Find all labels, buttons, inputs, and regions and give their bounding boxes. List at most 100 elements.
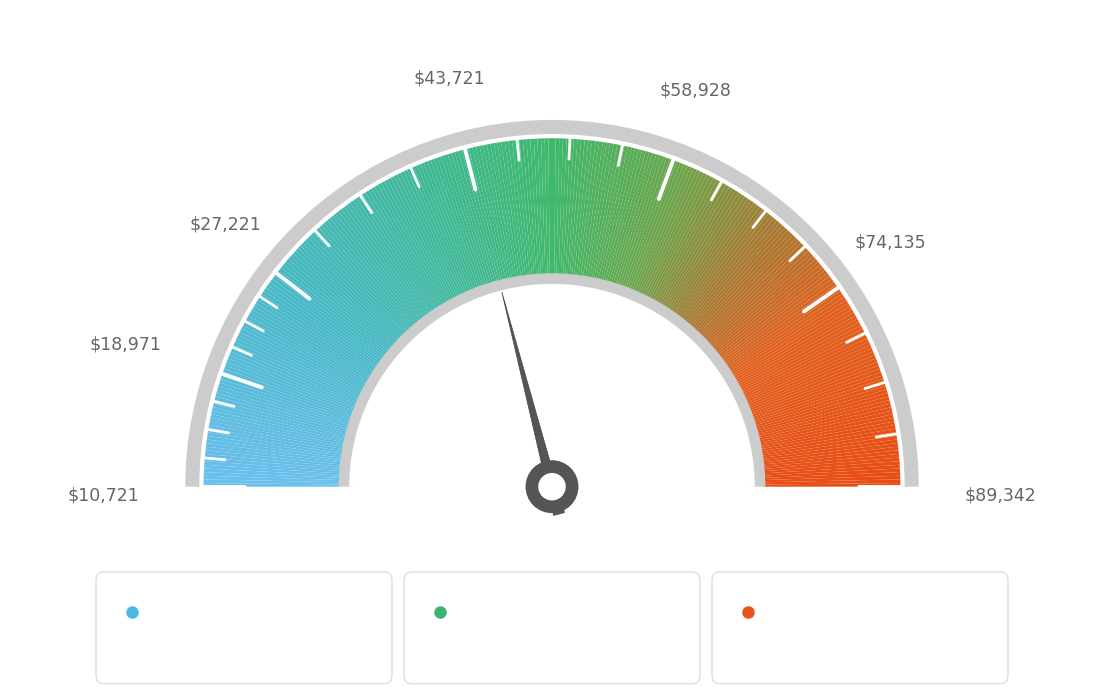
- Wedge shape: [202, 442, 342, 462]
- Wedge shape: [689, 217, 783, 326]
- Wedge shape: [227, 346, 358, 404]
- Wedge shape: [733, 304, 856, 379]
- Wedge shape: [675, 199, 760, 315]
- Wedge shape: [219, 367, 353, 417]
- Wedge shape: [408, 163, 468, 293]
- Wedge shape: [339, 273, 765, 486]
- Wedge shape: [267, 277, 382, 362]
- Wedge shape: [237, 324, 364, 391]
- Wedge shape: [572, 135, 588, 276]
- Wedge shape: [652, 176, 722, 302]
- Wedge shape: [211, 392, 348, 432]
- Wedge shape: [460, 145, 499, 282]
- Wedge shape: [538, 134, 545, 275]
- Wedge shape: [660, 183, 734, 306]
- Wedge shape: [505, 137, 526, 277]
- Wedge shape: [516, 135, 532, 276]
- Wedge shape: [379, 177, 450, 302]
- Wedge shape: [696, 227, 794, 333]
- Wedge shape: [234, 330, 362, 395]
- Wedge shape: [722, 277, 837, 362]
- Wedge shape: [293, 245, 397, 344]
- Wedge shape: [305, 232, 405, 335]
- Wedge shape: [680, 206, 768, 319]
- Wedge shape: [399, 168, 461, 296]
- Wedge shape: [594, 141, 625, 279]
- Wedge shape: [200, 469, 341, 477]
- Wedge shape: [760, 417, 899, 447]
- Wedge shape: [405, 164, 466, 295]
- Wedge shape: [508, 137, 528, 277]
- Wedge shape: [200, 480, 340, 484]
- Wedge shape: [561, 135, 571, 275]
- Wedge shape: [762, 442, 902, 462]
- Wedge shape: [392, 171, 458, 298]
- Wedge shape: [367, 185, 443, 307]
- Wedge shape: [211, 395, 348, 434]
- Wedge shape: [246, 307, 370, 381]
- Wedge shape: [269, 273, 383, 360]
- Wedge shape: [622, 154, 671, 288]
- Wedge shape: [699, 232, 799, 335]
- Wedge shape: [203, 435, 342, 458]
- Wedge shape: [574, 136, 593, 277]
- Wedge shape: [439, 151, 487, 286]
- Wedge shape: [426, 156, 478, 289]
- Wedge shape: [719, 270, 832, 359]
- Bar: [164, 486, 940, 690]
- Wedge shape: [330, 210, 421, 322]
- Text: Avg Cost: Avg Cost: [458, 602, 540, 621]
- Wedge shape: [758, 413, 898, 445]
- Wedge shape: [222, 360, 354, 413]
- Wedge shape: [598, 143, 633, 281]
- Wedge shape: [527, 135, 539, 275]
- Wedge shape: [756, 392, 893, 432]
- Wedge shape: [200, 475, 340, 482]
- Wedge shape: [760, 421, 899, 449]
- Wedge shape: [274, 268, 386, 357]
- Wedge shape: [342, 201, 427, 317]
- Wedge shape: [725, 286, 843, 368]
- Wedge shape: [721, 273, 835, 360]
- Wedge shape: [465, 144, 501, 282]
- Wedge shape: [672, 197, 756, 314]
- Wedge shape: [276, 265, 388, 355]
- Wedge shape: [666, 189, 744, 309]
- Wedge shape: [450, 148, 493, 284]
- Wedge shape: [479, 141, 510, 279]
- Wedge shape: [208, 410, 346, 443]
- Wedge shape: [493, 139, 519, 278]
- Wedge shape: [735, 310, 859, 383]
- Wedge shape: [563, 135, 574, 275]
- Wedge shape: [200, 461, 341, 473]
- Wedge shape: [261, 286, 379, 368]
- Wedge shape: [220, 364, 353, 415]
- Wedge shape: [351, 195, 433, 313]
- Text: $27,221: $27,221: [190, 216, 262, 234]
- Wedge shape: [436, 152, 485, 287]
- Text: $58,928: $58,928: [660, 82, 732, 100]
- Wedge shape: [758, 406, 896, 440]
- Wedge shape: [611, 148, 654, 284]
- Wedge shape: [747, 353, 880, 408]
- Wedge shape: [370, 183, 444, 306]
- Wedge shape: [702, 237, 804, 339]
- Wedge shape: [287, 250, 395, 347]
- Wedge shape: [613, 149, 658, 285]
- Wedge shape: [554, 134, 560, 275]
- Wedge shape: [658, 181, 732, 304]
- Wedge shape: [201, 453, 341, 469]
- Wedge shape: [363, 187, 440, 308]
- Wedge shape: [209, 402, 347, 438]
- Wedge shape: [541, 134, 548, 275]
- Wedge shape: [743, 337, 872, 399]
- Wedge shape: [758, 410, 896, 443]
- Wedge shape: [208, 406, 346, 440]
- Wedge shape: [732, 301, 853, 377]
- Wedge shape: [644, 169, 709, 297]
- FancyBboxPatch shape: [404, 572, 700, 684]
- Wedge shape: [764, 483, 904, 486]
- Wedge shape: [333, 208, 423, 321]
- Wedge shape: [761, 424, 900, 451]
- Wedge shape: [552, 134, 555, 275]
